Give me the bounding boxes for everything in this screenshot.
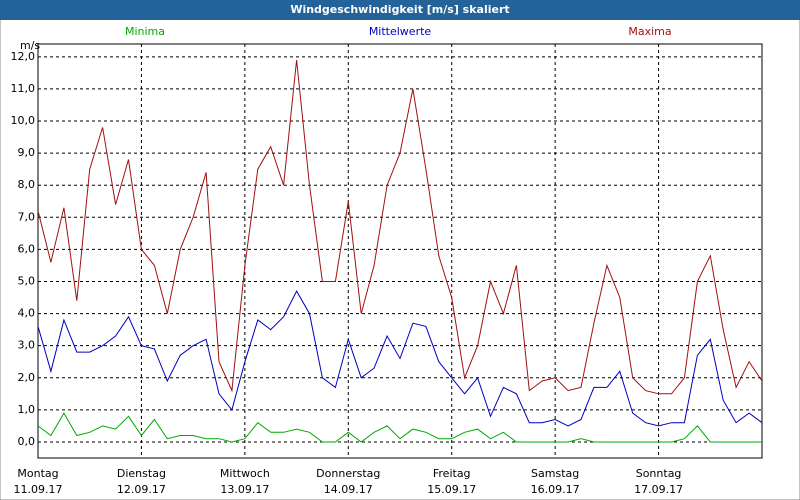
x-tick-date: 13.09.17 <box>220 483 269 496</box>
series-line <box>37 412 762 443</box>
x-tick-label: Sonntag <box>636 467 682 480</box>
y-tick-label: 7,0 <box>18 210 36 223</box>
legend-entry: Minima <box>125 25 165 38</box>
series-line <box>37 290 763 427</box>
legend-entry: Maxima <box>628 25 671 38</box>
x-tick-date: 14.09.17 <box>324 483 373 496</box>
x-tick-label: Freitag <box>433 467 471 480</box>
x-tick-date: 11.09.17 <box>14 483 63 496</box>
chart-title: Windgeschwindigkeit [m/s] skaliert <box>290 3 509 16</box>
legend-entry: Mittelwerte <box>369 25 432 38</box>
y-tick-label: 8,0 <box>18 178 36 191</box>
x-tick-label: Donnerstag <box>316 467 380 480</box>
x-tick-date: 12.09.17 <box>117 483 166 496</box>
y-tick-label: 2,0 <box>18 371 36 384</box>
x-tick-label: Montag <box>17 467 58 480</box>
y-tick-label: 5,0 <box>18 274 36 287</box>
x-tick-date: 15.09.17 <box>427 483 476 496</box>
y-tick-label: 6,0 <box>18 242 36 255</box>
y-tick-label: 11,0 <box>11 82 36 95</box>
y-tick-label: 3,0 <box>18 339 36 352</box>
y-tick-label: 10,0 <box>11 114 36 127</box>
y-tick-label: 9,0 <box>18 146 36 159</box>
x-tick-label: Samstag <box>531 467 579 480</box>
y-tick-label: 12,0 <box>11 50 36 63</box>
x-tick-label: Dienstag <box>117 467 166 480</box>
y-tick-label: 1,0 <box>18 403 36 416</box>
title-bar <box>0 0 800 20</box>
series-line <box>37 59 763 395</box>
x-tick-date: 16.09.17 <box>531 483 580 496</box>
y-tick-label: 4,0 <box>18 307 36 320</box>
x-tick-label: Mittwoch <box>220 467 270 480</box>
x-tick-date: 17.09.17 <box>634 483 683 496</box>
y-tick-label: 0,0 <box>18 435 36 448</box>
y-axis-label: m/s <box>20 39 40 52</box>
